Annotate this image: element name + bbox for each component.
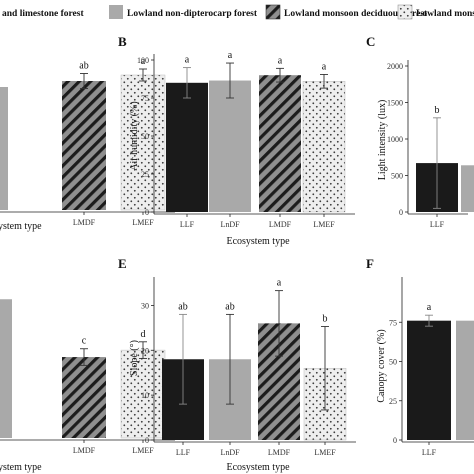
panel-f: F 0255075aLLFL Canopy cover (%)	[366, 256, 474, 457]
y-tick-label: 20	[141, 346, 149, 355]
legend-label-monsoon-deciduous: Lowland monsoon deciduous forest	[284, 9, 428, 19]
panel-b-letter: B	[118, 34, 127, 49]
significance-letter: b	[323, 314, 328, 325]
x-tick-label: LMDF	[73, 446, 96, 455]
panel-c-ylabel: Light intensity (lux)	[377, 100, 388, 181]
legend-label-monsoon: Lowland monsoon	[416, 9, 474, 19]
panel-e: E 0 10 20 30 ab LLF ab LnDF a LMDF b LMEF Slope (°)…	[118, 256, 356, 473]
x-tick-label: LMDF	[268, 448, 291, 457]
panel-f-ylabel: Canopy cover (%)	[376, 329, 387, 402]
significance-letter: a	[228, 50, 233, 61]
significance-letter: d	[141, 329, 146, 340]
x-tick-label: LLF	[422, 448, 437, 457]
y-tick-label: 0	[393, 436, 397, 445]
x-tick-label: LMDF	[269, 220, 292, 229]
legend-label-non-dipterocarp: Lowland non-dipterocarp forest	[127, 9, 258, 19]
legend-key-dots	[397, 4, 413, 20]
legend-label-limestone: and limestone forest	[2, 9, 84, 19]
panel-e-xlabel: Ecosystem type	[226, 462, 290, 473]
significance-letter: ab	[225, 301, 234, 312]
bar	[166, 82, 208, 212]
panel-d-marks: c LMDF d LMEF	[0, 299, 175, 455]
panel-a: ab LMDF a LMEF ystem type	[0, 56, 175, 232]
y-tick-label: 1500	[387, 99, 403, 108]
panel-c: C 0 500 1000 1500 2000 b LLF Light intensity (…	[366, 34, 474, 229]
bar	[259, 75, 301, 212]
significance-letter: a	[277, 278, 282, 289]
panel-e-ylabel: Slope (°)	[129, 340, 140, 376]
bar-partial	[0, 299, 12, 438]
significance-letter: a	[185, 55, 190, 66]
y-tick-label: 10	[141, 391, 149, 400]
legend-key-hatch	[265, 4, 281, 20]
bar	[120, 74, 166, 211]
x-tick-label: LMEF	[132, 446, 154, 455]
x-tick-label: LMEF	[132, 218, 154, 227]
y-tick-label: 25	[141, 170, 149, 179]
significance-letter: b	[435, 105, 440, 116]
x-tick-label: LnDF	[220, 220, 240, 229]
panel-b-xlabel: Ecosystem type	[226, 236, 290, 247]
bar	[62, 357, 106, 438]
significance-letter: a	[322, 61, 327, 72]
panel-a-xlabel: ystem type	[0, 221, 42, 232]
bar	[62, 81, 106, 210]
panel-b-ylabel: Air humidity (%)	[129, 101, 140, 170]
bar	[209, 80, 251, 213]
x-tick-label: LMEF	[313, 220, 335, 229]
x-tick-label: LLF	[176, 448, 191, 457]
legend: and limestone forest Lowland non-diptero…	[2, 4, 474, 20]
bar	[407, 320, 451, 440]
bar-partial	[0, 87, 8, 210]
y-tick-label: 50	[141, 132, 149, 141]
y-tick-label: 100	[137, 56, 149, 65]
y-tick-label: 2000	[387, 62, 403, 71]
panel-f-marks: 0255075aLLFL	[389, 277, 474, 457]
y-tick-label: 75	[141, 94, 149, 103]
y-tick-label: 0	[145, 208, 149, 217]
significance-letter: a	[278, 55, 283, 66]
y-tick-label: 500	[391, 172, 403, 181]
x-tick-label: LLF	[430, 220, 445, 229]
x-tick-label: LMEF	[314, 448, 336, 457]
significance-letter: c	[82, 336, 87, 347]
x-tick-label: LnDF	[220, 448, 240, 457]
y-tick-label: 50	[389, 358, 397, 367]
panel-c-marks: 0 500 1000 1500 2000 b LLF	[387, 60, 474, 229]
panel-d-xlabel: ystem type	[0, 462, 42, 473]
bar	[302, 81, 346, 213]
y-tick-label: 25	[389, 397, 397, 406]
y-tick-label: 30	[141, 301, 149, 310]
legend-key-grey	[109, 5, 123, 19]
significance-letter: a	[141, 56, 146, 67]
x-tick-label: LMDF	[73, 218, 96, 227]
y-tick-label: 1000	[387, 135, 403, 144]
significance-letter: a	[427, 302, 432, 313]
panel-a-marks: ab LMDF a LMEF	[0, 56, 175, 227]
y-tick-label: 0	[145, 436, 149, 445]
panel-e-marks: 0 10 20 30 ab LLF ab LnDF a LMDF b LMEF	[141, 277, 356, 457]
bar	[120, 349, 166, 439]
significance-letter: ab	[178, 301, 187, 312]
panel-e-letter: E	[118, 256, 127, 271]
panel-c-letter: C	[366, 34, 375, 49]
x-tick-label: LLF	[180, 220, 195, 229]
significance-letter: ab	[79, 61, 88, 72]
panel-d: c LMDF d LMEF ystem type	[0, 299, 175, 473]
bar	[456, 320, 474, 440]
panel-f-letter: F	[366, 256, 374, 271]
y-tick-label: 0	[399, 208, 403, 217]
y-tick-label: 75	[389, 318, 397, 327]
bar-partial	[461, 165, 474, 212]
